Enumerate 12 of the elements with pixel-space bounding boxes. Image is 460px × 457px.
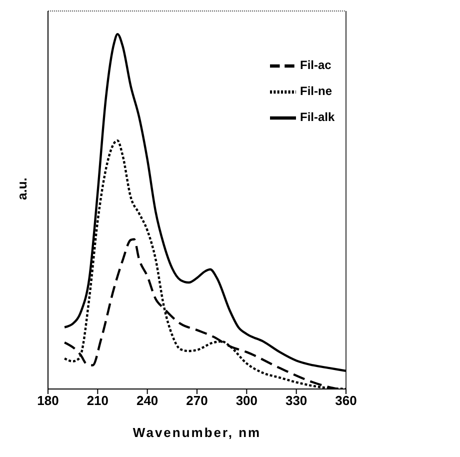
legend-label: Fil-alk	[300, 110, 335, 124]
x-tick-label: 240	[136, 393, 158, 408]
x-tick-label: 210	[86, 393, 109, 408]
legend-label: Fil-ne	[300, 84, 332, 98]
x-tick-label: 180	[37, 393, 59, 408]
y-axis-title: a.u.	[14, 178, 30, 200]
x-tick-label: 270	[186, 393, 208, 408]
x-axis-title: Wavenumber, nm	[132, 425, 262, 440]
x-tick-label: 360	[335, 393, 357, 408]
legend-label: Fil-ac	[300, 58, 332, 72]
x-tick-label: 330	[285, 393, 308, 408]
x-tick-label: 300	[236, 393, 258, 408]
